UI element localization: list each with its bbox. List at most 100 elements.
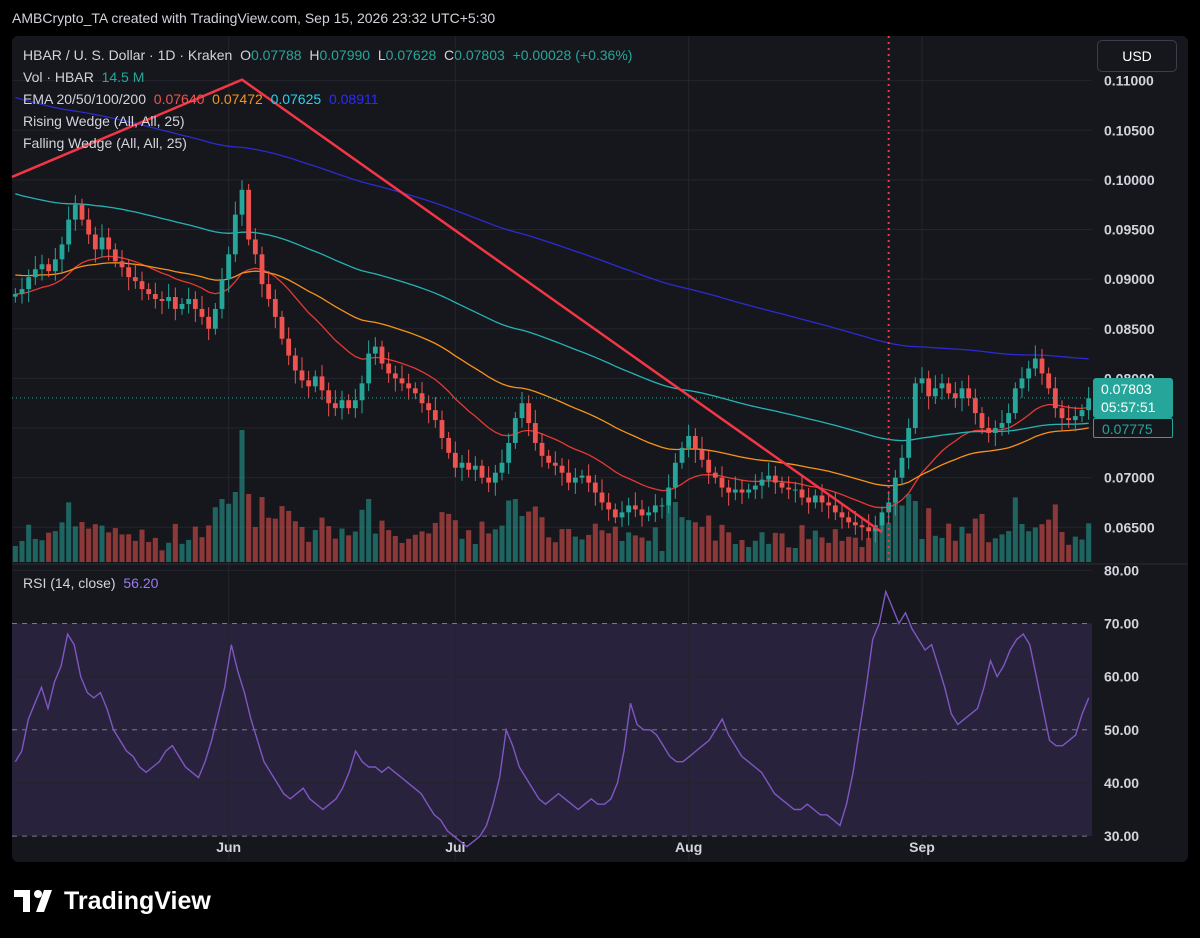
- volume-bar: [1006, 531, 1012, 562]
- candle-body: [506, 442, 512, 463]
- volume-bar: [226, 503, 232, 562]
- candle-body: [832, 505, 838, 513]
- volume-bar: [579, 539, 585, 562]
- candle-body: [619, 512, 625, 518]
- candle-body: [39, 264, 45, 270]
- volume-bar: [32, 538, 38, 562]
- candle-body: [19, 289, 25, 295]
- candle-body: [379, 346, 385, 364]
- candle-body: [1026, 368, 1032, 379]
- candle-body: [319, 376, 325, 391]
- volume-bar: [619, 540, 625, 562]
- candle-body: [452, 452, 458, 468]
- volume-bar: [799, 525, 805, 562]
- volume-bar: [232, 492, 238, 562]
- candle-body: [252, 239, 258, 255]
- candle-body: [486, 477, 492, 483]
- volume-bar: [886, 523, 892, 562]
- volume-bar: [992, 538, 998, 562]
- ema20-line: [15, 255, 1089, 509]
- volume-bar: [946, 523, 952, 562]
- volume-bar: [406, 538, 412, 562]
- volume-bar: [826, 542, 832, 562]
- volume-bar: [1072, 536, 1078, 562]
- volume-bar: [266, 517, 272, 562]
- candle-body: [106, 237, 112, 250]
- volume-label: Vol · HBAR: [23, 69, 94, 85]
- price-axis-tick: 0.09500: [1104, 222, 1155, 238]
- candle-body: [926, 378, 932, 397]
- rsi-axis-tick: 30.00: [1104, 828, 1139, 844]
- rsi-axis-tick: 80.00: [1104, 562, 1139, 578]
- ema100-line: [15, 193, 1089, 442]
- volume-bar: [792, 548, 798, 562]
- candle-body: [892, 477, 898, 503]
- candle-body: [532, 423, 538, 443]
- candle-body: [666, 487, 672, 506]
- time-axis-tick: Jul: [445, 839, 465, 855]
- volume-bar: [532, 506, 538, 562]
- candle-body: [646, 512, 652, 516]
- open-label: O: [240, 47, 251, 63]
- candle-body: [352, 400, 358, 409]
- candle-body: [879, 512, 885, 526]
- candle-body: [706, 459, 712, 473]
- candle-body: [959, 388, 965, 399]
- volume-bar: [499, 525, 505, 562]
- volume-bar: [599, 530, 605, 562]
- volume-bar: [679, 517, 685, 562]
- volume-bar: [312, 530, 318, 562]
- volume-bar: [999, 534, 1005, 562]
- volume-bar: [626, 532, 632, 562]
- time-axis-tick: Aug: [675, 839, 702, 855]
- candle-body: [299, 370, 305, 381]
- volume-bar: [632, 535, 638, 562]
- candle-body: [1039, 358, 1045, 374]
- volume-bar: [612, 526, 618, 562]
- volume-bar: [432, 522, 438, 562]
- candle-body: [472, 465, 478, 470]
- candle-body: [726, 487, 732, 493]
- volume-bar: [1066, 544, 1072, 562]
- volume-bar: [286, 510, 292, 562]
- volume-bar: [539, 517, 545, 562]
- candle-body: [819, 495, 825, 503]
- currency-button[interactable]: USD: [1097, 40, 1177, 72]
- candle-body: [406, 383, 412, 389]
- candle-body: [219, 279, 225, 309]
- volume-bar: [812, 530, 818, 562]
- candle-body: [419, 393, 425, 404]
- volume-bar: [872, 529, 878, 562]
- candle-body: [326, 390, 332, 404]
- volume-bar: [186, 539, 192, 562]
- volume-bar: [1046, 519, 1052, 562]
- volume-bar: [179, 543, 185, 562]
- footer-brand-text: TradingView: [64, 886, 211, 915]
- volume-bar: [519, 516, 525, 562]
- candle-body: [392, 373, 398, 379]
- candle-body: [306, 380, 312, 387]
- candle-body: [692, 435, 698, 450]
- candle-body: [199, 308, 205, 317]
- volume-bar: [1026, 531, 1032, 562]
- volume-bar: [392, 536, 398, 562]
- candle-body: [272, 299, 278, 317]
- ema-row: EMA 20/50/100/200 0.07640 0.07472 0.0762…: [23, 88, 632, 110]
- rsi-line: [14, 589, 1090, 848]
- volume-bar: [639, 537, 645, 562]
- candle-body: [92, 234, 98, 250]
- ema200-value: 0.08911: [328, 91, 379, 107]
- volume-bar: [1019, 524, 1025, 562]
- low-label: L: [377, 47, 386, 63]
- volume-bar: [486, 533, 492, 562]
- candle-body: [359, 383, 365, 401]
- candle-body: [946, 383, 952, 394]
- volume-bar: [819, 537, 825, 562]
- open-value: 0.07788: [250, 47, 302, 63]
- candle-body: [579, 475, 585, 478]
- ema50-value: 0.07472: [212, 91, 263, 107]
- candle-body: [559, 465, 565, 473]
- candle-body: [339, 400, 345, 409]
- volume-bar: [1059, 531, 1065, 562]
